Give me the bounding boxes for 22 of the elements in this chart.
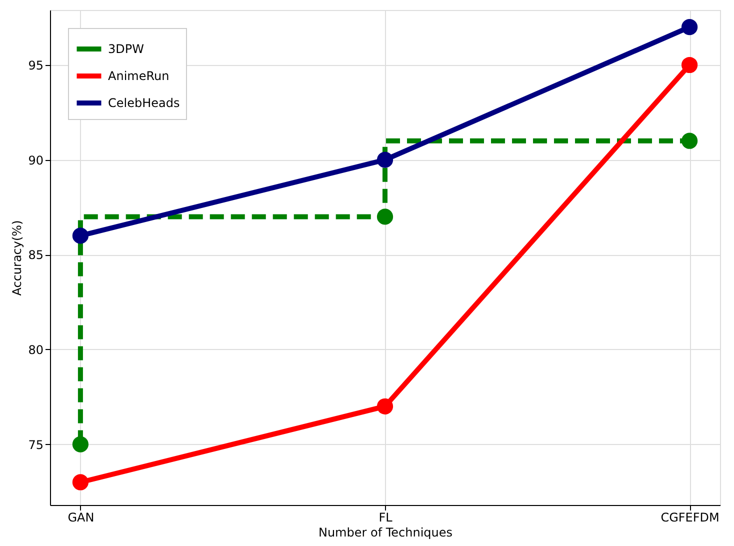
y-tick-label: 90 bbox=[28, 153, 44, 168]
y-axis-title: Accuracy(%) bbox=[10, 220, 24, 296]
legend-label: 3DPW bbox=[108, 42, 144, 56]
y-tick-label: 75 bbox=[28, 438, 44, 452]
point bbox=[72, 228, 89, 244]
y-tick-label: 95 bbox=[28, 58, 44, 72]
y-tick-label: 85 bbox=[28, 248, 44, 262]
x-tick-label: FL bbox=[378, 510, 393, 524]
point bbox=[681, 56, 698, 74]
x-tick-label: CGFEFDM bbox=[660, 510, 720, 524]
point bbox=[681, 132, 698, 149]
x-axis-title: Number of Techniques bbox=[318, 526, 453, 540]
legend-label: AnimeRun bbox=[108, 69, 170, 83]
point bbox=[72, 474, 89, 490]
legend-label: CelebHeads bbox=[108, 96, 180, 110]
point bbox=[681, 19, 698, 36]
point bbox=[72, 436, 89, 452]
point bbox=[376, 208, 394, 225]
point bbox=[376, 152, 394, 168]
point bbox=[376, 398, 394, 414]
x-tick-label: GAN bbox=[68, 510, 94, 524]
y-tick-label: 80 bbox=[28, 342, 44, 357]
